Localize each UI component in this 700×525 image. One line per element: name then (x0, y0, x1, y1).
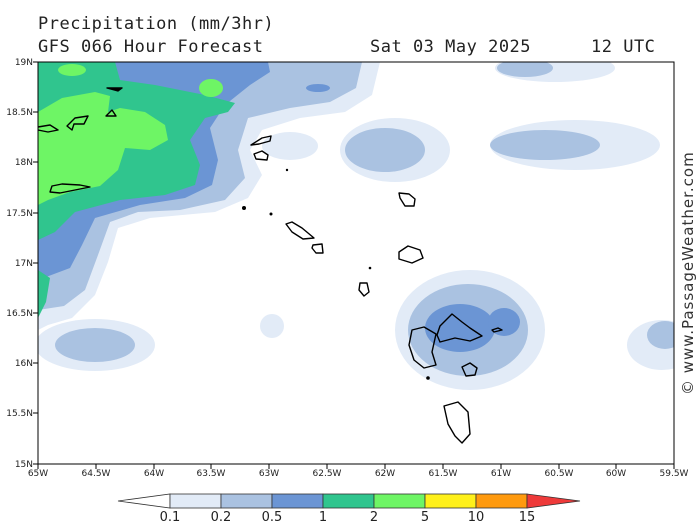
colorbar-cell-2 (220, 493, 273, 509)
lat-label-19n: 19N (15, 58, 33, 68)
colorbar-label-0-5: 0.5 (262, 510, 283, 525)
island-outlines (37, 87, 503, 444)
watermark-text: © www.PassageWeather.com (679, 151, 697, 395)
lat-label-18n: 18N (15, 158, 33, 168)
precipitation-field (38, 62, 674, 390)
colorbar-cell-3 (271, 493, 324, 509)
forecast-date: Sat 03 May 2025 (370, 37, 532, 57)
colorbar-label-10: 10 (468, 510, 485, 525)
lat-label-15-5n: 15.5N (6, 409, 33, 419)
colorbar-label-5: 5 (421, 510, 429, 525)
precip-band-2 (38, 64, 223, 205)
forecast-time: 12 UTC (591, 37, 656, 57)
lat-label-15n: 15N (15, 460, 33, 470)
map-title: Precipitation (mm/3hr) (38, 14, 275, 34)
colorbar-label-2: 2 (370, 510, 378, 525)
lon-label-60-5w: 60.5W (545, 469, 574, 479)
colorbar-cell-1 (169, 493, 222, 509)
lon-label-64w: 64W (144, 469, 164, 479)
lat-label-18-5n: 18.5N (6, 108, 33, 118)
lat-label-17n: 17N (15, 259, 33, 269)
lon-label-62w: 62W (375, 469, 395, 479)
colorbar-label-15: 15 (519, 510, 536, 525)
lon-label-63-5w: 63.5W (197, 469, 226, 479)
colorbar-cell-6 (424, 493, 477, 509)
lon-label-65w: 65W (28, 469, 48, 479)
colorbar: 0.1 0.2 0.5 1 2 5 10 15 (117, 493, 581, 525)
colorbar-cell-4 (322, 493, 375, 509)
forecast-model: GFS 066 Hour Forecast (38, 37, 264, 57)
lat-label-16n: 16N (15, 359, 33, 369)
lat-label-17-5n: 17.5N (6, 209, 33, 219)
colorbar-cell-7 (475, 493, 528, 509)
lon-label-63w: 63W (259, 469, 279, 479)
lon-label-62-5w: 62.5W (313, 469, 342, 479)
lon-label-60w: 60W (606, 469, 626, 479)
colorbar-cell-0 (117, 493, 171, 509)
small-islands (242, 168, 430, 380)
lon-label-61-5w: 61.5W (429, 469, 458, 479)
colorbar-cell-5 (373, 493, 426, 509)
colorbar-cell-8 (526, 493, 581, 509)
colorbar-label-0-1: 0.1 (160, 510, 181, 525)
lon-label-59-5w: 59.5W (660, 469, 689, 479)
lat-label-16-5n: 16.5N (6, 309, 33, 319)
lon-label-61w: 61W (491, 469, 511, 479)
colorbar-label-0-2: 0.2 (211, 510, 232, 525)
colorbar-label-1: 1 (319, 510, 327, 525)
lon-label-64-5w: 64.5W (82, 469, 111, 479)
